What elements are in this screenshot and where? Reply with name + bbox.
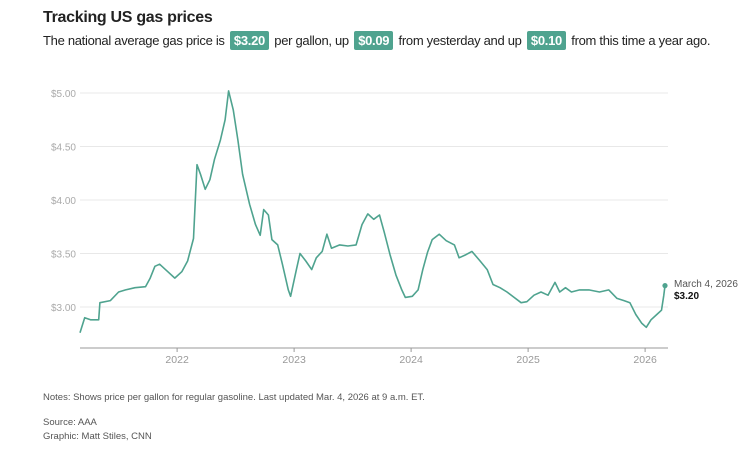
price-line — [79, 90, 666, 333]
chart-credit: Graphic: Matt Stiles, CNN — [43, 431, 152, 442]
subtitle-text: The national average gas price is — [43, 33, 225, 48]
chart-source: Source: AAA — [43, 417, 97, 428]
y-tick-label: $3.50 — [51, 250, 76, 261]
day-change-badge: $0.09 — [354, 31, 394, 50]
chart-title: Tracking US gas prices — [43, 9, 213, 26]
y-tick-label: $5.00 — [51, 89, 76, 100]
x-tick-label: 2026 — [633, 354, 657, 366]
latest-point — [662, 283, 668, 289]
price-badge: $3.20 — [229, 31, 269, 50]
x-tick-label: 2023 — [282, 354, 306, 366]
y-tick-label: $3.00 — [51, 303, 76, 314]
x-tick-label: 2022 — [165, 354, 189, 366]
year-change-badge: $0.10 — [526, 31, 566, 50]
chart-subtitle: The national average gas price is $3.20 … — [43, 31, 711, 50]
x-tick-label: 2024 — [399, 354, 423, 366]
x-tick-label: 2025 — [516, 354, 540, 366]
subtitle-text: from yesterday and up — [398, 33, 522, 48]
y-tick-label: $4.50 — [51, 143, 76, 154]
y-tick-label: $4.00 — [51, 196, 76, 207]
chart-notes: Notes: Shows price per gallon for regula… — [43, 392, 425, 403]
subtitle-text: per gallon, up — [274, 33, 349, 48]
subtitle-text: from this time a year ago. — [571, 33, 711, 48]
annotation-value: $3.20 — [674, 291, 699, 302]
annotation-date: March 4, 2026 — [674, 279, 738, 290]
